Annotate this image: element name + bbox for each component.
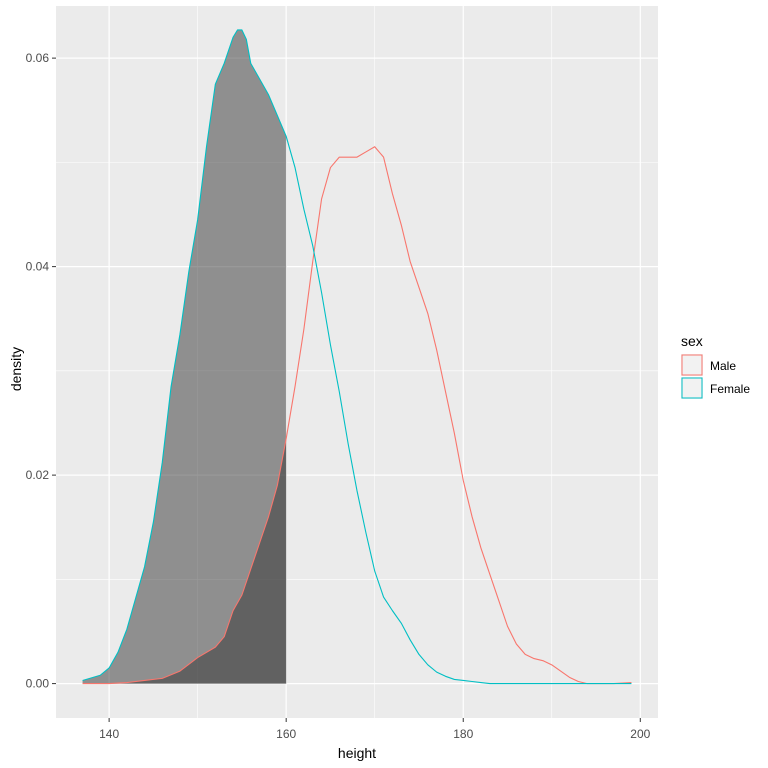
x-axis-title: height bbox=[338, 745, 376, 761]
legend-title: sex bbox=[681, 333, 703, 349]
x-tick-label: 200 bbox=[630, 727, 650, 741]
x-tick-label: 180 bbox=[453, 727, 473, 741]
density-line-male bbox=[82, 146, 632, 685]
density-lines bbox=[82, 29, 632, 685]
shaded-area-female bbox=[82, 29, 287, 684]
y-tick-label: 0.02 bbox=[26, 468, 50, 482]
legend-label-female: Female bbox=[710, 382, 750, 396]
y-tick-label: 0.06 bbox=[26, 51, 50, 65]
legend-label-male: Male bbox=[710, 359, 736, 373]
shaded-areas bbox=[82, 29, 287, 684]
legend: sex Male Female bbox=[681, 333, 750, 399]
axis-ticks bbox=[52, 57, 641, 722]
legend-swatch-female bbox=[681, 377, 703, 399]
density-line-female bbox=[82, 29, 632, 685]
y-axis-title: density bbox=[8, 347, 24, 391]
x-tick-label: 140 bbox=[99, 727, 119, 741]
y-tick-label: 0.00 bbox=[26, 677, 50, 691]
x-tick-label: 160 bbox=[276, 727, 296, 741]
legend-key-male bbox=[681, 354, 703, 376]
legend-swatch-male bbox=[681, 354, 703, 376]
legend-key-female bbox=[681, 377, 703, 399]
x-tick-labels: 140 160 180 200 bbox=[99, 727, 651, 741]
y-tick-labels: 0.00 0.02 0.04 0.06 bbox=[26, 51, 50, 690]
y-tick-label: 0.04 bbox=[26, 260, 50, 274]
